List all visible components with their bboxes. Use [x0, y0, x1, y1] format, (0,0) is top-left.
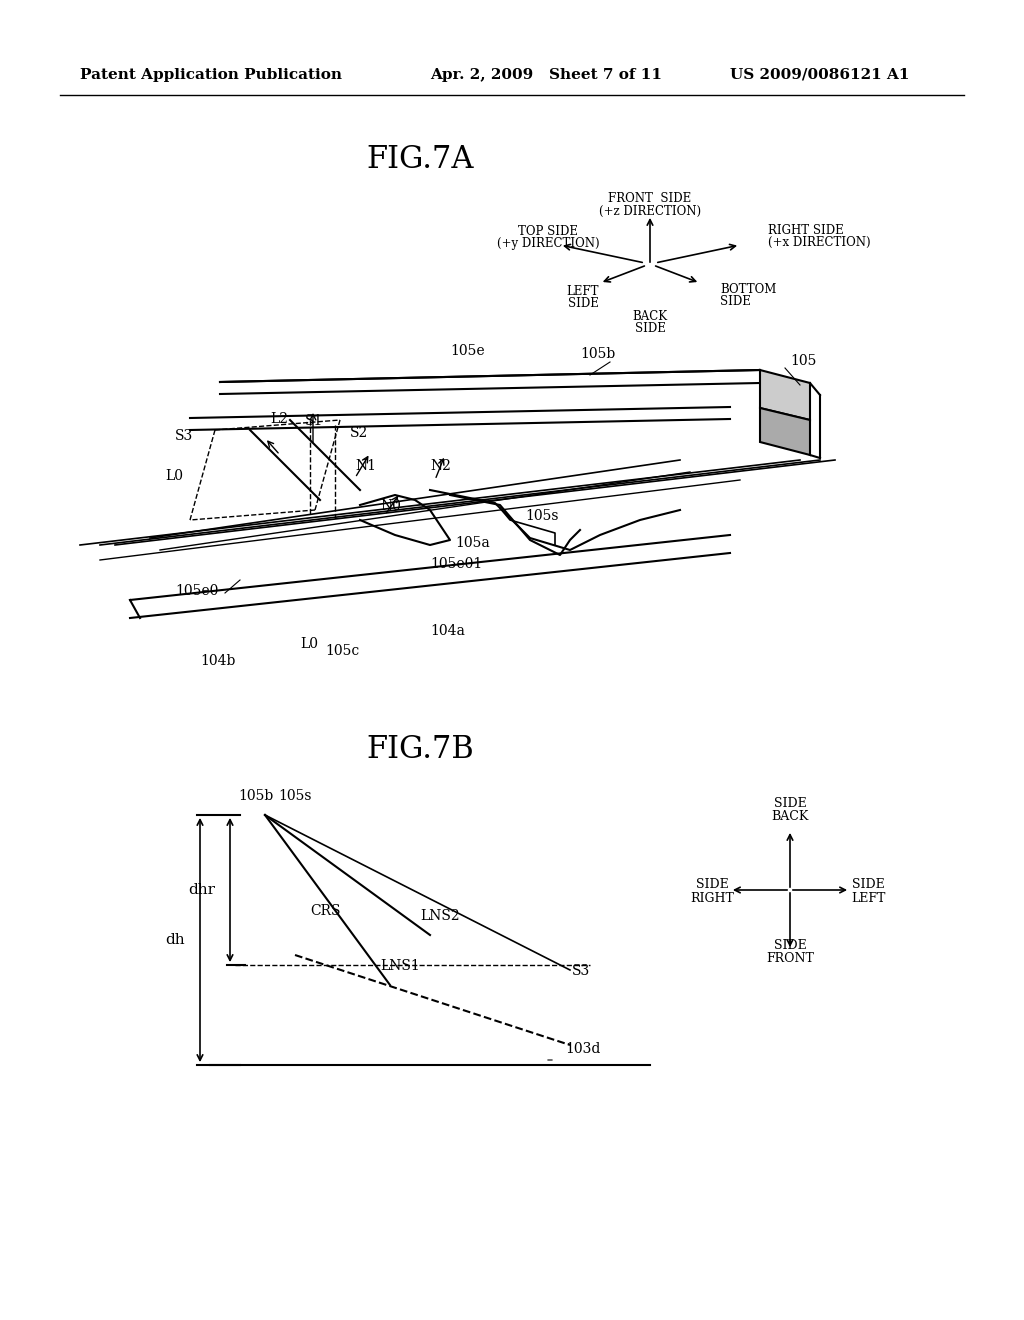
Text: SIDE: SIDE [635, 322, 666, 335]
Text: RIGHT SIDE: RIGHT SIDE [768, 224, 844, 238]
Text: L2: L2 [270, 412, 288, 426]
Text: S3: S3 [572, 964, 590, 978]
Text: SIDE: SIDE [567, 297, 598, 310]
Text: FIG.7A: FIG.7A [367, 144, 474, 176]
Text: SIDE: SIDE [852, 879, 885, 891]
Text: LEFT: LEFT [566, 285, 599, 298]
Polygon shape [760, 408, 810, 455]
Text: SIDE: SIDE [695, 879, 728, 891]
Text: RIGHT: RIGHT [690, 891, 734, 904]
Text: S3: S3 [175, 429, 194, 444]
Text: 105e01: 105e01 [430, 557, 482, 572]
Text: L0: L0 [165, 469, 183, 483]
Text: 105s: 105s [278, 789, 311, 803]
Text: 105s: 105s [525, 510, 558, 523]
Text: dh: dh [165, 933, 185, 946]
Text: N1: N1 [355, 459, 376, 473]
Text: Patent Application Publication: Patent Application Publication [80, 69, 342, 82]
Text: LEFT: LEFT [851, 891, 885, 904]
Text: BACK: BACK [771, 810, 809, 822]
Text: N2: N2 [430, 459, 451, 473]
Text: 104b: 104b [200, 653, 236, 668]
Text: L0: L0 [300, 638, 318, 651]
Text: BOTTOM: BOTTOM [720, 282, 776, 296]
Text: CRS: CRS [310, 904, 341, 917]
Text: US 2009/0086121 A1: US 2009/0086121 A1 [730, 69, 909, 82]
Text: S2: S2 [350, 426, 369, 440]
Text: Apr. 2, 2009   Sheet 7 of 11: Apr. 2, 2009 Sheet 7 of 11 [430, 69, 662, 82]
Polygon shape [760, 370, 810, 420]
Text: FIG.7B: FIG.7B [367, 734, 474, 766]
Text: (+y DIRECTION): (+y DIRECTION) [497, 238, 599, 249]
Text: 105c: 105c [325, 644, 359, 657]
Text: BACK: BACK [633, 310, 668, 323]
Text: TOP SIDE: TOP SIDE [518, 224, 578, 238]
Text: SIDE: SIDE [773, 939, 806, 952]
Text: 104a: 104a [430, 624, 465, 638]
Text: SIDE: SIDE [773, 797, 806, 810]
Text: 105e: 105e [450, 345, 484, 358]
Text: 105e0: 105e0 [175, 583, 218, 598]
Text: 103d: 103d [565, 1041, 600, 1056]
Text: (+x DIRECTION): (+x DIRECTION) [768, 236, 870, 249]
Text: FRONT: FRONT [766, 952, 814, 965]
Text: SIDE: SIDE [720, 294, 751, 308]
Text: LNS1: LNS1 [380, 960, 420, 973]
Text: 105a: 105a [455, 536, 489, 550]
Text: 105b: 105b [238, 789, 273, 803]
Text: LNS2: LNS2 [420, 909, 460, 923]
Text: S1: S1 [305, 414, 324, 428]
Text: FRONT  SIDE: FRONT SIDE [608, 191, 691, 205]
Text: (+z DIRECTION): (+z DIRECTION) [599, 205, 701, 218]
Text: dhr: dhr [188, 883, 215, 898]
Text: 105: 105 [790, 354, 816, 368]
Text: N0: N0 [380, 499, 400, 513]
Text: 105b: 105b [580, 347, 615, 360]
